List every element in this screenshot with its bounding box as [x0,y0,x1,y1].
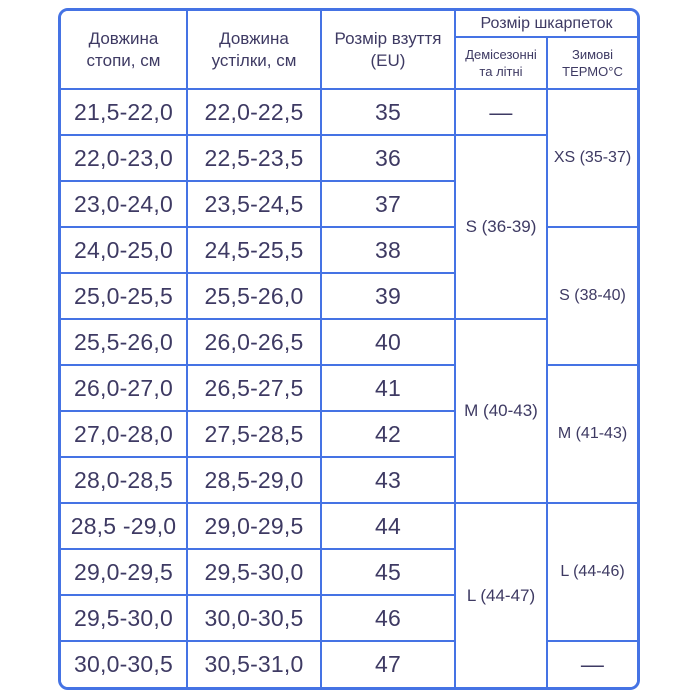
header-foot-length: Довжина стопи, см [61,11,188,90]
eu-size-cell: 44 [320,502,456,550]
insole-length-cell: 29,5-30,0 [186,548,322,596]
winter-size-cell: L (44-46) [545,502,637,642]
foot-length-cell: 25,5-26,0 [61,318,188,366]
demi-size-cell: S (36-39) [454,134,547,320]
winter-size-cell: — [545,640,637,687]
insole-length-cell: 25,5-26,0 [186,272,322,320]
header-socks-winter: Зимові ТЕРМО°С [545,36,637,90]
table-row: 30,0-30,5 30,5-31,0 47 — [61,640,637,687]
eu-size-cell: 45 [320,548,455,596]
eu-size-cell: 43 [320,456,455,504]
foot-length-cell: 25,0-25,5 [61,272,188,320]
table-row: 28,5 -29,0 29,0-29,5 44 L (44-47) L (44-… [61,502,637,687]
foot-length-cell: 28,5 -29,0 [61,502,188,550]
table-row: 21,5-22,0 22,0-22,5 35 — XS (35-37) [61,88,637,228]
demi-size-cell: — [454,88,548,136]
table-row: 22,0-23,0 22,5-23,5 36 S (36-39) [61,134,637,320]
eu-size-cell: 41 [320,364,456,412]
insole-length-cell: 26,5-27,5 [186,364,322,412]
eu-size-cell: 40 [320,318,456,366]
eu-size-cell: 39 [320,272,455,320]
eu-size-cell: 38 [320,226,456,274]
insole-length-cell: 30,0-30,5 [186,594,322,642]
table-row: 24,0-25,0 24,5-25,5 38 S (38-40) [61,226,637,366]
foot-length-cell: 28,0-28,5 [61,456,188,504]
insole-length-cell: 26,0-26,5 [186,318,322,366]
size-chart-table: Довжина стопи, см Довжина устілки, см Ро… [58,8,640,690]
foot-length-cell: 29,5-30,0 [61,594,188,642]
foot-length-cell: 22,0-23,0 [61,134,188,182]
foot-length-cell: 30,0-30,5 [61,640,188,687]
table-body: 21,5-22,0 22,0-22,5 35 — XS (35-37) 22,0… [61,88,637,687]
winter-size-cell: M (41-43) [545,364,637,504]
insole-length-cell: 24,5-25,5 [186,226,322,274]
insole-length-cell: 29,0-29,5 [186,502,322,550]
table-row: 25,5-26,0 26,0-26,5 40 M (40-43) [61,318,637,504]
table-row: 26,0-27,0 26,5-27,5 41 M (41-43) [61,364,637,504]
eu-size-cell: 47 [320,640,456,687]
foot-length-cell: 26,0-27,0 [61,364,188,412]
table-row: 23,0-24,0 23,5-24,5 37 [61,180,637,228]
insole-length-cell: 28,5-29,0 [186,456,322,504]
size-table: Довжина стопи, см Довжина устілки, см Ро… [61,11,637,687]
table-header: Довжина стопи, см Довжина устілки, см Ро… [61,11,637,90]
eu-size-cell: 37 [320,180,455,228]
foot-length-cell: 24,0-25,0 [61,226,188,274]
eu-size-cell: 46 [320,594,455,642]
header-shoe-size-eu: Розмір взуття (EU) [320,11,456,90]
table-row: 29,5-30,0 30,0-30,5 46 [61,594,637,642]
table-row: 29,0-29,5 29,5-30,0 45 [61,548,637,596]
eu-size-cell: 36 [320,134,456,182]
insole-length-cell: 22,5-23,5 [186,134,322,182]
insole-length-cell: 27,5-28,5 [186,410,322,458]
header-sock-size-group: Розмір шкарпеток [453,11,637,38]
table-row: 28,0-28,5 28,5-29,0 43 [61,456,637,504]
table-row: 27,0-28,0 27,5-28,5 42 [61,410,637,458]
foot-length-cell: 21,5-22,0 [61,88,188,136]
winter-size-cell: S (38-40) [545,226,637,366]
demi-size-cell: M (40-43) [454,318,547,504]
header-insole-length: Довжина устілки, см [186,11,322,90]
insole-length-cell: 22,0-22,5 [186,88,322,136]
foot-length-cell: 23,0-24,0 [61,180,188,228]
insole-length-cell: 30,5-31,0 [186,640,322,687]
foot-length-cell: 27,0-28,0 [61,410,188,458]
eu-size-cell: 42 [320,410,455,458]
foot-length-cell: 29,0-29,5 [61,548,188,596]
header-socks-demi: Демісезонні та літні [455,36,548,90]
demi-size-cell: L (44-47) [454,502,548,687]
insole-length-cell: 23,5-24,5 [186,180,322,228]
winter-size-cell: XS (35-37) [545,88,637,228]
eu-size-cell: 35 [320,88,456,136]
table-row: 25,0-25,5 25,5-26,0 39 [61,272,637,320]
